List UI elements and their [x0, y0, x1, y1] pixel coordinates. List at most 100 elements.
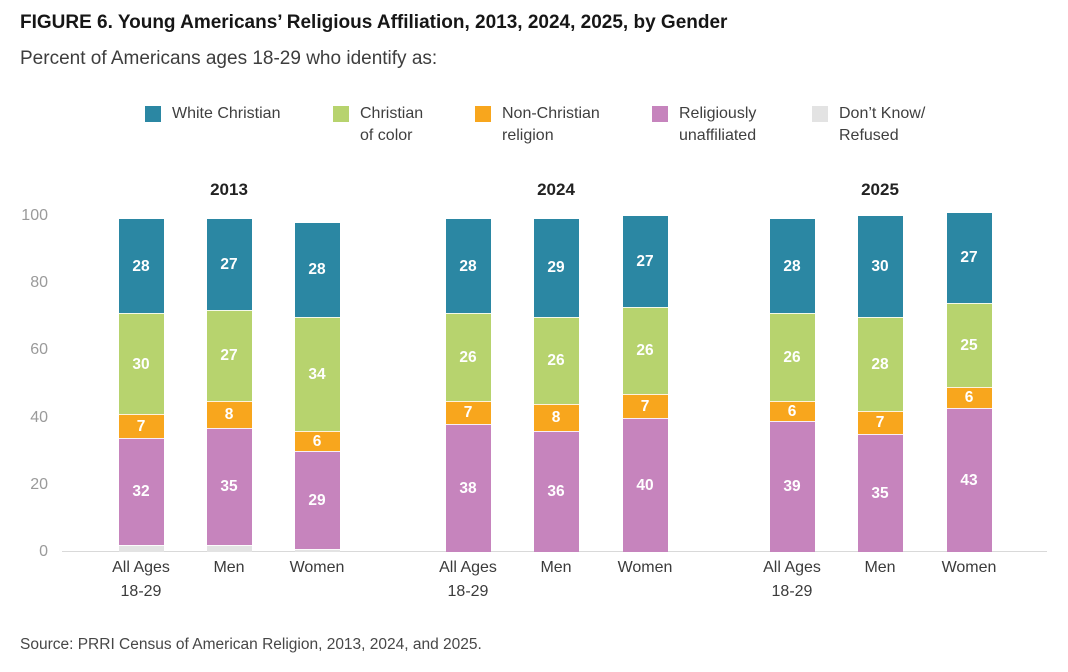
segment-non_christian_religion: 7: [118, 414, 164, 438]
y-axis-tick-label: 100: [21, 207, 48, 224]
bar-2024-all-ages-18-29: 38 7 26 28: [445, 219, 491, 552]
segment-value-label: 6: [787, 402, 797, 420]
year-label-2025: 2025: [861, 180, 899, 199]
segment-christian_of_color: 26: [622, 306, 668, 395]
segment-religiously_unaffiliated: 39: [769, 420, 815, 552]
segment-white_christian: 28: [445, 219, 491, 314]
legend-item-christian_of_color: Christian of color: [333, 103, 423, 147]
legend-label: Religiously unaffiliated: [679, 105, 757, 144]
year-label-2013: 2013: [210, 180, 248, 199]
y-axis-tick-label: 20: [30, 475, 48, 493]
segment-white_christian: 28: [769, 219, 815, 314]
segment-value-label: 26: [547, 352, 565, 370]
segment-value-label: 8: [551, 409, 561, 427]
segment-religiously_unaffiliated: 35: [206, 427, 252, 546]
x-axis-category-label: Women: [289, 559, 345, 576]
segment-non_christian_religion: 6: [769, 400, 815, 421]
segment-value-label: 36: [547, 483, 565, 501]
segment-dont_know_refused: [118, 545, 164, 552]
figure-subtitle: Percent of Americans ages 18-29 who iden…: [20, 48, 438, 69]
segment-value-label: 40: [636, 476, 654, 494]
x-axis-category-label: All Ages 18-29: [763, 559, 821, 600]
segment-religiously_unaffiliated: 43: [946, 407, 992, 552]
segment-value-label: 26: [636, 342, 654, 360]
segment-value-label: 43: [960, 471, 978, 489]
segment-christian_of_color: 25: [946, 303, 992, 388]
segment-value-label: 28: [871, 355, 889, 373]
segment-value-label: 25: [960, 337, 978, 355]
y-axis-tick-label: 80: [30, 274, 48, 292]
segment-white_christian: 29: [533, 219, 579, 317]
legend-swatch-dont_know_refused: [812, 106, 828, 122]
legend-item-non_christian_religion: Non-Christian religion: [475, 103, 600, 147]
segment-christian_of_color: 26: [445, 313, 491, 401]
segment-religiously_unaffiliated: 32: [118, 437, 164, 546]
figure-title: FIGURE 6. Young Americans’ Religious Aff…: [20, 12, 728, 33]
segment-value-label: 6: [964, 389, 974, 407]
legend-label: Don’t Know/ Refused: [839, 105, 926, 144]
segment-value-label: 27: [220, 255, 238, 273]
segment-value-label: 6: [312, 432, 322, 450]
segment-white_christian: 27: [206, 219, 252, 311]
segment-value-label: 26: [459, 348, 477, 366]
y-axis-tick-label: 60: [30, 341, 48, 359]
segment-white_christian: 28: [294, 222, 340, 317]
segment-christian_of_color: 28: [857, 316, 903, 411]
segment-white_christian: 28: [118, 219, 164, 314]
y-axis-tick-label: 0: [39, 543, 48, 560]
segment-christian_of_color: 34: [294, 316, 340, 432]
bar-2013-all-ages-18-29: 32 7 30 28: [118, 219, 164, 552]
legend-swatch-christian_of_color: [333, 106, 349, 122]
segment-value-label: 32: [132, 483, 150, 501]
segment-value-label: 28: [132, 257, 150, 275]
bar-2013-men: 35 8 27 27: [206, 219, 252, 552]
segment-christian_of_color: 26: [769, 313, 815, 401]
segment-religiously_unaffiliated: 36: [533, 431, 579, 552]
bar-2025-all-ages-18-29: 39 6 26 28: [769, 219, 815, 552]
segment-value-label: 29: [547, 259, 565, 277]
segment-religiously_unaffiliated: 35: [857, 434, 903, 552]
bar-2025-men: 35 7 28 30: [857, 216, 903, 552]
segment-christian_of_color: 26: [533, 316, 579, 405]
x-axis-category-label: All Ages 18-29: [439, 559, 497, 600]
segment-value-label: 8: [224, 406, 234, 423]
year-label-2024: 2024: [537, 180, 575, 199]
segment-value-label: 35: [871, 484, 889, 502]
segment-value-label: 28: [459, 257, 477, 275]
legend-swatch-white_christian: [145, 106, 161, 122]
segment-dont_know_refused: [294, 548, 340, 552]
segment-christian_of_color: 30: [118, 313, 164, 415]
segment-value-label: 30: [132, 355, 150, 373]
segment-religiously_unaffiliated: 29: [294, 451, 340, 549]
segment-value-label: 27: [960, 249, 978, 267]
segment-value-label: 34: [308, 365, 326, 383]
bar-2024-women: 40 7 26 27: [622, 216, 668, 552]
segment-value-label: 38: [459, 479, 477, 497]
bar-2024-men: 36 8 26 29: [533, 219, 579, 552]
x-axis-category-label: All Ages 18-29: [112, 559, 170, 600]
segment-christian_of_color: 27: [206, 310, 252, 401]
legend-label: Christian of color: [360, 105, 424, 144]
segment-value-label: 29: [308, 491, 326, 509]
legend-swatch-religiously_unaffiliated: [652, 106, 668, 122]
y-axis-tick-label: 40: [30, 408, 48, 426]
segment-white_christian: 30: [857, 216, 903, 317]
segment-value-label: 7: [463, 404, 473, 422]
segment-white_christian: 27: [622, 216, 668, 307]
x-axis-category-label: Women: [617, 559, 673, 576]
legend-item-white_christian: White Christian: [145, 103, 280, 125]
segment-value-label: 30: [871, 257, 889, 275]
segment-value-label: 27: [636, 252, 654, 270]
source-note: Source: PRRI Census of American Religion…: [20, 636, 482, 653]
segment-non_christian_religion: 8: [206, 400, 252, 428]
segment-value-label: 27: [220, 347, 238, 365]
x-axis-category-label: Men: [213, 559, 245, 576]
segment-religiously_unaffiliated: 38: [445, 424, 491, 552]
segment-value-label: 28: [308, 261, 326, 279]
legend-label: Non-Christian religion: [502, 105, 600, 144]
segment-dont_know_refused: [206, 545, 252, 552]
legend-label: White Christian: [172, 105, 281, 122]
x-axis-category-label: Men: [864, 559, 896, 576]
